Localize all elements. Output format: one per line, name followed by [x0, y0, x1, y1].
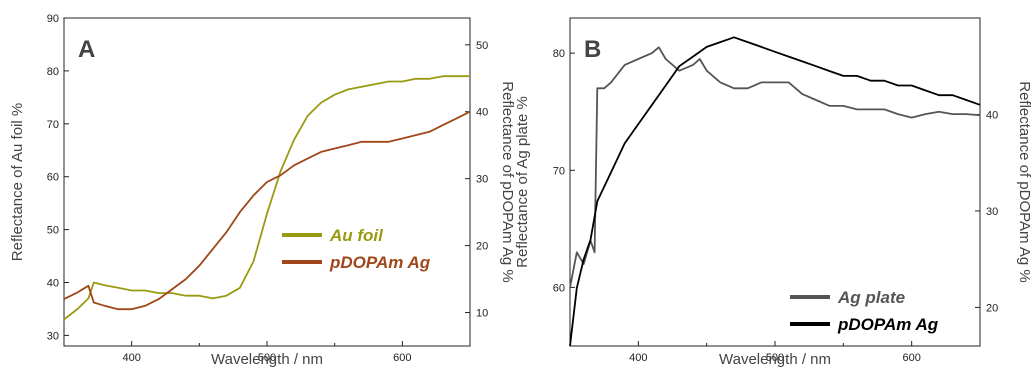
- y-left-tick-label: 90: [47, 13, 59, 25]
- y-right-tick-label: 20: [476, 241, 488, 253]
- legend-label: Ag plate: [837, 288, 905, 307]
- x-tick-label: 600: [393, 352, 411, 364]
- panel-label: B: [584, 36, 601, 63]
- series-line-1: [569, 46, 981, 288]
- legend-label: pDOPAm Ag: [329, 253, 431, 272]
- y-right-axis-label: Reflectance of pDOPAm Ag %: [499, 81, 516, 282]
- x-tick-label: 400: [122, 352, 140, 364]
- y-right-tick-label: 50: [476, 40, 488, 52]
- x-tick-label: 400: [629, 352, 647, 364]
- y-left-tick-label: 80: [553, 48, 565, 60]
- chart-panel-A: 400 500 600 30 40 50 60 70 80 90 10 20 30 40 50 A Au foi…: [9, 13, 516, 368]
- x-tick-label: 600: [902, 352, 920, 364]
- y-right-tick-label: 40: [476, 107, 488, 119]
- y-right-tick-label: 40: [986, 109, 998, 121]
- y-left-tick-label: 40: [47, 278, 59, 290]
- y-left-tick-label: 30: [47, 330, 59, 342]
- y-left-tick-label: 70: [553, 165, 565, 177]
- y-left-tick-label: 60: [47, 172, 59, 184]
- y-left-axis-label: Reflectance of Au foil %: [9, 103, 26, 261]
- series-line-1: [63, 75, 470, 321]
- y-left-axis-label: Reflectance of Ag plate %: [514, 96, 531, 268]
- y-right-tick-label: 20: [986, 302, 998, 314]
- legend-label: pDOPAm Ag: [837, 315, 939, 334]
- y-left-tick-label: 50: [47, 225, 59, 237]
- legend-label: Au foil: [329, 226, 384, 245]
- y-right-tick-label: 10: [476, 308, 488, 320]
- y-right-axis-label: Reflectance of pDOPAm Ag %: [1016, 81, 1033, 282]
- y-left-tick-label: 80: [47, 66, 59, 78]
- x-tick-label: 500: [766, 352, 784, 364]
- panel-label: A: [78, 36, 95, 63]
- x-axis-label: Wavelength / nm: [719, 351, 831, 368]
- series-line-2: [63, 110, 471, 311]
- x-axis-label: Wavelength / nm: [211, 351, 323, 368]
- y-left-tick-label: 70: [47, 119, 59, 131]
- y-left-tick-label: 60: [553, 282, 565, 294]
- plot-frame: [569, 17, 981, 347]
- x-tick-label: 500: [258, 352, 276, 364]
- y-right-tick-label: 30: [986, 206, 998, 218]
- series-line-2: [569, 36, 981, 347]
- chart-panel-B: 400 500 600 60 70 80 20 30 40 B Ag plate pDOPAm Ag W…: [514, 17, 1033, 368]
- y-right-tick-label: 30: [476, 174, 488, 186]
